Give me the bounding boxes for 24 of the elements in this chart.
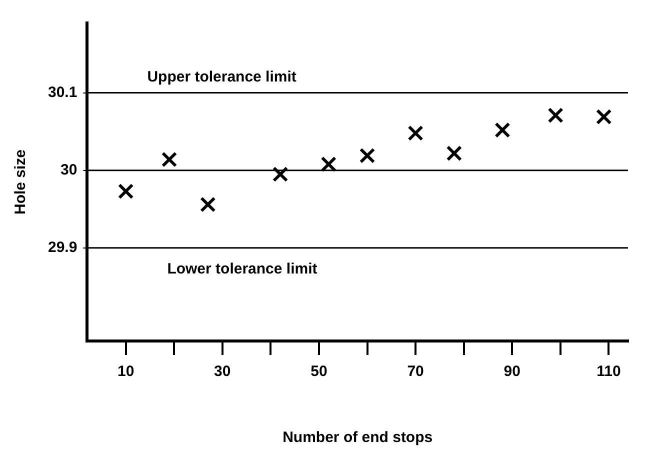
x-tick-label: 30 [214,363,231,380]
point [200,196,216,212]
point [320,156,336,172]
point [596,108,612,125]
y-tick-label: 29.9 [48,239,78,256]
y-tick-label: 30 [60,162,78,179]
x-axis-title: Number of end stops [282,429,433,446]
ref-line-label: Upper tolerance limit [147,68,296,86]
point [446,145,462,162]
point [161,152,178,168]
x-tick-label: 50 [310,363,328,380]
point [118,183,134,200]
point [408,125,424,141]
point [548,107,564,124]
point [494,122,510,138]
point [359,148,376,164]
y-axis-title: Hole size [12,149,30,215]
ref-line-label: Lower tolerance limit [167,260,318,278]
x-tick-label: 90 [504,363,520,380]
x-tick-label: 10 [117,363,134,380]
y-tick-label: 30.1 [48,84,78,101]
x-tick-label: 110 [596,363,621,380]
point [272,166,288,182]
x-tick-label: 70 [407,363,424,380]
